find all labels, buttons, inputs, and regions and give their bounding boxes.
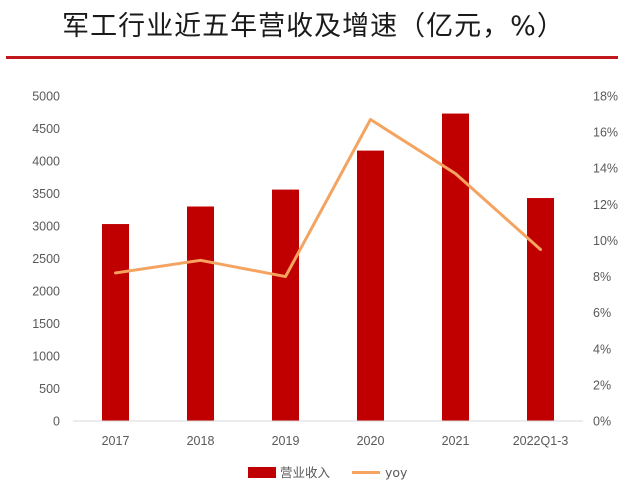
right-axis-ticks: 0% 2% 4% 6% 8% 10% 12% 14% 16% 18% <box>593 90 618 429</box>
legend-line-label: yoy <box>385 465 408 480</box>
left-axis-ticks: 0 500 1000 1500 2000 2500 3000 3500 4000 4500 5000 <box>32 90 60 429</box>
x-tick-label: 2019 <box>272 434 300 448</box>
x-tick-label: 2018 <box>187 434 215 448</box>
right-tick-label: 12% <box>593 198 618 212</box>
chart-title: 军工行业近五年营收及增速（亿元，%） <box>62 11 565 42</box>
bar-2020 <box>357 150 384 421</box>
bar-2022Q1-3 <box>527 198 554 421</box>
x-tick-label: 2020 <box>357 434 385 448</box>
bar-2019 <box>272 189 299 421</box>
legend-bar-label: 营业收入 <box>280 465 331 480</box>
left-tick-label: 1000 <box>32 350 60 364</box>
left-tick-label: 5000 <box>32 90 60 104</box>
bar-series <box>102 113 554 422</box>
left-tick-label: 0 <box>53 415 60 429</box>
x-tick-label: 2021 <box>442 434 470 448</box>
left-tick-label: 3000 <box>32 220 60 234</box>
legend-bar-swatch <box>248 467 276 478</box>
right-tick-label: 14% <box>593 162 618 176</box>
right-tick-label: 18% <box>593 90 618 104</box>
title-divider <box>6 56 618 59</box>
left-tick-label: 2500 <box>32 252 60 266</box>
bar-2017 <box>102 224 129 421</box>
left-tick-label: 4500 <box>32 122 60 136</box>
x-axis-ticks: 2017 2018 2019 2020 2021 2022Q1-3 <box>102 434 569 448</box>
right-tick-label: 8% <box>593 270 611 284</box>
x-tick-label: 2022Q1-3 <box>513 434 569 448</box>
x-tick-label: 2017 <box>102 434 130 448</box>
bar-2018 <box>187 206 214 421</box>
right-tick-label: 10% <box>593 234 618 248</box>
bar-2021 <box>442 113 469 422</box>
yoy-line <box>114 117 542 279</box>
right-tick-label: 6% <box>593 306 611 320</box>
left-tick-label: 4000 <box>32 155 60 169</box>
legend: 营业收入 yoy <box>248 465 408 480</box>
left-tick-label: 3500 <box>32 187 60 201</box>
right-tick-label: 0% <box>593 415 611 429</box>
yoy-line-series <box>114 117 542 279</box>
right-tick-label: 4% <box>593 342 611 356</box>
right-tick-label: 2% <box>593 378 611 392</box>
left-tick-label: 500 <box>39 382 60 396</box>
left-tick-label: 2000 <box>32 285 60 299</box>
right-tick-label: 16% <box>593 126 618 140</box>
left-tick-label: 1500 <box>32 317 60 331</box>
